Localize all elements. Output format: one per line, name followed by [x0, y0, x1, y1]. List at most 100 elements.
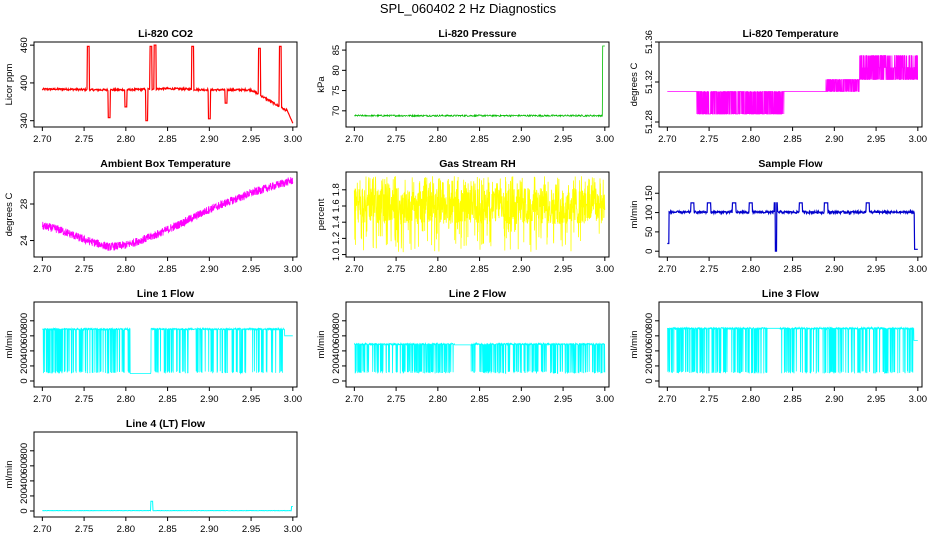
x-tick-label: 2.80	[117, 134, 136, 145]
y-tick-label: 600	[644, 328, 655, 344]
x-tick-label: 2.90	[200, 134, 219, 145]
y-tick-label: 50	[644, 227, 655, 238]
series-line	[41, 177, 294, 251]
y-axis-label: kPa	[316, 76, 327, 93]
y-tick-label: 0	[19, 378, 30, 383]
main-title: SPL_060402 2 Hz Diagnostics	[379, 1, 557, 16]
x-tick-label: 3.00	[284, 524, 303, 535]
x-tick-label: 2.75	[75, 524, 94, 535]
x-tick-label: 2.95	[242, 524, 261, 535]
x-tick-label: 2.90	[512, 264, 531, 275]
x-tick-label: 2.85	[470, 394, 489, 405]
y-axis-label: ml/min	[4, 461, 15, 489]
series-line	[41, 44, 294, 124]
y-tick-label: 51.36	[644, 30, 655, 54]
y-tick-label: 400	[19, 75, 30, 91]
x-tick-label: 2.70	[33, 394, 52, 405]
x-tick-label: 2.75	[387, 134, 406, 145]
y-tick-label: 340	[19, 113, 30, 129]
plot-frame	[33, 171, 298, 258]
y-tick-label: 51.28	[644, 110, 655, 134]
series-line	[353, 341, 606, 375]
x-tick-label: 2.70	[345, 264, 364, 275]
panel-4: Ambient Box Temperature 2.70 2.75 2.80 2.85 2…	[4, 158, 302, 275]
x-tick-label: 2.80	[117, 264, 136, 275]
y-tick-label: 1.6	[331, 199, 342, 212]
y-tick-label: 600	[19, 328, 30, 344]
panel-2: Li-820 Pressure 2.70 2.75 2.80 2.85 2.90 2.95 3…	[316, 28, 614, 145]
series-line	[667, 202, 918, 252]
y-tick-label: 24	[19, 235, 30, 246]
panel-title: Gas Stream RH	[439, 158, 515, 170]
panel-title: Line 2 Flow	[449, 288, 507, 300]
panel-title: Ambient Box Temperature	[100, 158, 231, 170]
y-tick-label: 1.8	[331, 183, 342, 196]
x-tick-label: 2.80	[742, 264, 761, 275]
x-tick-label: 2.75	[75, 394, 94, 405]
x-tick-label: 3.00	[284, 134, 303, 145]
panel-6: Sample Flow 2.70 2.75 2.80 2.85 2.90 2.95 3.00 0…	[629, 158, 927, 275]
x-tick-label: 2.95	[242, 264, 261, 275]
x-tick-label: 2.95	[242, 134, 261, 145]
panel-10: Line 4 (LT) Flow 2.70 2.75 2.80 2.85 2.90 2.95…	[4, 418, 302, 535]
plot-frame	[345, 41, 610, 128]
x-tick-label: 3.00	[596, 134, 615, 145]
y-tick-label: 75	[331, 85, 342, 96]
panel-3: Li-820 Temperature 2.70 2.75 2.80 2.85 2.90 2.…	[629, 28, 927, 145]
x-tick-label: 2.75	[387, 394, 406, 405]
y-tick-label: 28	[19, 199, 30, 210]
y-tick-label: 400	[19, 343, 30, 359]
x-tick-label: 2.90	[512, 394, 531, 405]
plot-frame	[33, 431, 298, 518]
x-tick-label: 2.70	[33, 264, 52, 275]
y-tick-label: 200	[19, 488, 30, 504]
x-tick-label: 2.85	[158, 134, 177, 145]
x-tick-label: 2.85	[783, 264, 802, 275]
y-tick-label: 0	[644, 378, 655, 383]
y-tick-label: 51.32	[644, 70, 655, 94]
y-axis-label: degrees C	[4, 192, 15, 236]
y-tick-label: 600	[19, 458, 30, 474]
x-tick-label: 2.85	[158, 394, 177, 405]
x-tick-label: 2.70	[33, 134, 52, 145]
x-tick-label: 2.75	[387, 264, 406, 275]
x-tick-label: 2.85	[158, 524, 177, 535]
x-tick-label: 2.90	[200, 264, 219, 275]
x-tick-label: 2.75	[700, 264, 719, 275]
y-tick-label: 80	[331, 65, 342, 76]
x-tick-label: 3.00	[596, 394, 615, 405]
series-line	[666, 326, 918, 375]
y-axis-label: ml/min	[629, 201, 640, 229]
y-tick-label: 0	[19, 508, 30, 513]
y-tick-label: 400	[19, 473, 30, 489]
x-tick-label: 2.85	[783, 134, 802, 145]
x-tick-label: 2.95	[242, 394, 261, 405]
x-tick-label: 2.90	[825, 134, 844, 145]
plot-frame	[658, 41, 923, 128]
plot-frame	[345, 171, 610, 258]
x-tick-label: 2.70	[658, 264, 677, 275]
y-axis-label: ml/min	[629, 331, 640, 359]
y-axis-label: Licor ppm	[4, 64, 15, 106]
y-axis-label: percent	[316, 198, 327, 230]
y-tick-label: 200	[19, 358, 30, 374]
x-tick-label: 2.95	[867, 264, 886, 275]
y-axis-label: ml/min	[316, 331, 327, 359]
series-line	[353, 176, 606, 253]
panel-title: Li-820 Pressure	[438, 28, 516, 40]
plot-frame	[345, 301, 610, 388]
x-tick-label: 2.75	[700, 134, 719, 145]
x-tick-label: 2.80	[429, 394, 448, 405]
plot-frame	[33, 301, 298, 388]
panel-9: Line 3 Flow 2.70 2.75 2.80 2.85 2.90 2.95 3.00 0…	[629, 288, 927, 405]
plot-frame	[658, 171, 923, 258]
y-tick-label: 100	[644, 205, 655, 221]
x-tick-label: 3.00	[284, 264, 303, 275]
x-tick-label: 3.00	[284, 394, 303, 405]
plot-frame	[658, 301, 923, 388]
y-axis-label: degrees C	[629, 62, 640, 106]
y-tick-label: 85	[331, 45, 342, 56]
x-tick-label: 2.90	[825, 394, 844, 405]
x-tick-label: 2.95	[554, 264, 573, 275]
